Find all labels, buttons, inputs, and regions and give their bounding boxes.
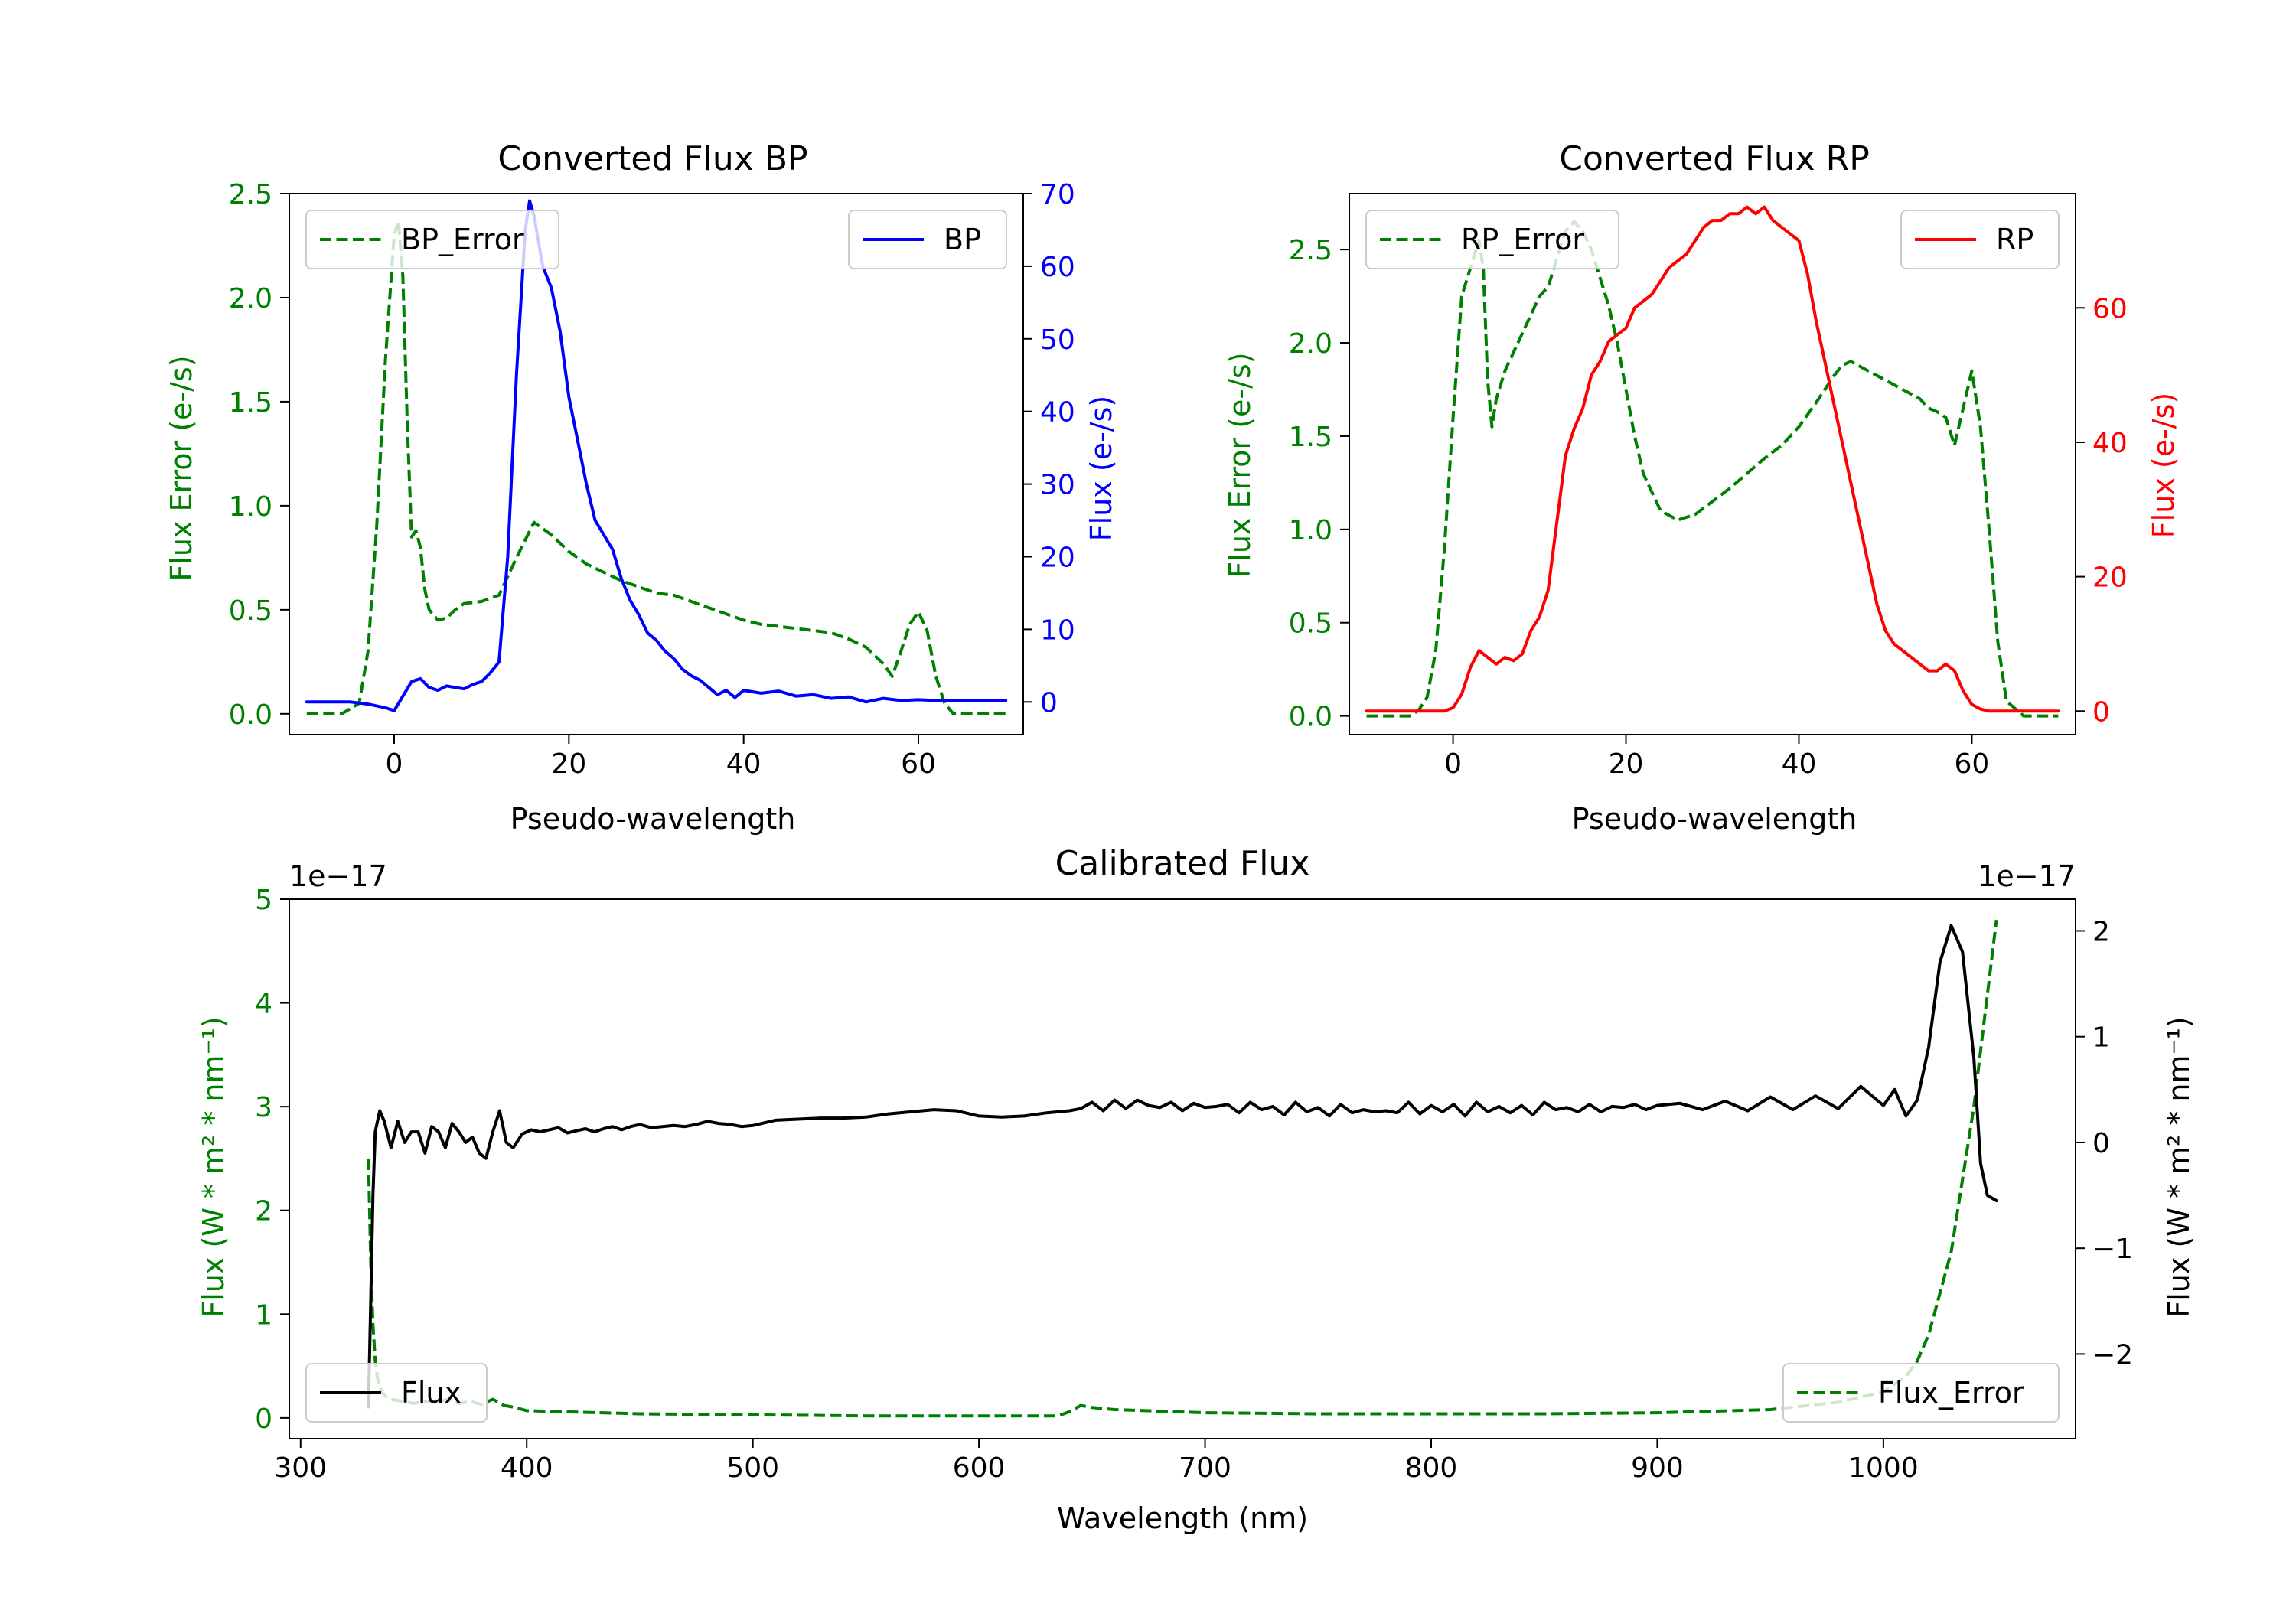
chart-calibrated-legend-box — [305, 1363, 488, 1423]
chart-calibrated-offset-right: 1e−17 — [1978, 859, 2076, 893]
chart-calibrated-title: Calibrated Flux — [1055, 844, 1310, 883]
chart-rp-legend-box — [1365, 210, 1619, 269]
chart-rp-xtick-label: 60 — [1955, 748, 1990, 780]
chart-bp-legend-label: BP_Error — [401, 223, 524, 256]
chart-calibrated-panel: Calibrated Flux Wavelength (nm) Flux (W … — [197, 844, 2196, 1535]
chart-bp-ytick-left-label: 0.5 — [229, 595, 272, 627]
chart-rp-ytick-left-label: 0.5 — [1289, 608, 1332, 640]
chart-bp-legend-box — [848, 210, 1007, 269]
chart-calibrated-xtick-label: 700 — [1179, 1452, 1231, 1484]
chart-calibrated-legend-label: Flux_Error — [1878, 1376, 2024, 1410]
chart-bp-title: Converted Flux BP — [497, 139, 807, 178]
chart-bp-ytick-left-label: 1.5 — [229, 387, 272, 419]
chart-bp-panel: Converted Flux BP Pseudo-wavelength Flux… — [165, 139, 1118, 836]
chart-rp-ytick-left-label: 1.0 — [1289, 515, 1332, 546]
chart-rp-xtick-label: 20 — [1609, 748, 1644, 780]
chart-calibrated-xtick-label: 900 — [1631, 1452, 1684, 1484]
chart-calibrated-plot-frame — [289, 898, 2076, 1439]
chart-bp-ylabel-left: Flux Error (e-/s) — [165, 355, 198, 581]
chart-rp-legend-label: RP_Error — [1461, 223, 1584, 256]
chart-calibrated-ytick-left-label: 1 — [255, 1299, 272, 1331]
chart-bp-plot-frame — [289, 193, 1024, 735]
chart-rp-ytick-left-label: 2.5 — [1289, 235, 1332, 266]
chart-rp-xtick-label: 0 — [1444, 748, 1462, 780]
chart-rp-plot-frame — [1349, 193, 2076, 735]
chart-calibrated-ytick-left-label: 5 — [255, 885, 272, 916]
chart-bp-xtick-label: 20 — [551, 748, 586, 780]
chart-bp-ytick-right-label: 10 — [1040, 614, 1075, 646]
chart-bp-xtick-label: 40 — [726, 748, 762, 780]
chart-calibrated-ylabel-left: Flux (W * m² * nm⁻¹) — [197, 1016, 230, 1317]
chart-bp-ytick-right-label: 40 — [1040, 397, 1075, 429]
chart-rp-ytick-right-label: 60 — [2092, 293, 2128, 324]
chart-bp-series-bp-error — [306, 219, 1006, 715]
chart-rp-xtick-label: 40 — [1782, 748, 1817, 780]
chart-rp-ytick-right-label: 20 — [2092, 562, 2128, 594]
chart-calibrated-ytick-right-label: 2 — [2092, 916, 2110, 947]
chart-rp-ylabel-right: Flux (e-/s) — [2147, 393, 2180, 538]
chart-rp-xlabel: Pseudo-wavelength — [1572, 802, 1857, 836]
chart-calibrated-ytick-left-label: 0 — [255, 1403, 272, 1435]
chart-rp-ytick-left-label: 0.0 — [1289, 702, 1332, 733]
chart-calibrated-ytick-left-label: 4 — [255, 989, 272, 1020]
chart-calibrated-offset-left: 1e−17 — [289, 859, 387, 893]
chart-calibrated-xlabel: Wavelength (nm) — [1057, 1501, 1308, 1535]
chart-calibrated-xtick-label: 500 — [726, 1452, 779, 1484]
chart-calibrated-ytick-right-label: −1 — [2092, 1234, 2133, 1265]
chart-calibrated-ytick-left-label: 2 — [255, 1196, 272, 1227]
chart-calibrated-legend-label: Flux — [401, 1376, 461, 1410]
chart-rp-title: Converted Flux RP — [1559, 139, 1870, 178]
chart-calibrated-ytick-left-label: 3 — [255, 1092, 272, 1123]
chart-rp-legend-label: RP — [1996, 223, 2033, 256]
chart-bp-ytick-right-label: 50 — [1040, 324, 1075, 356]
chart-bp-ytick-right-label: 30 — [1040, 470, 1075, 501]
chart-rp-panel: Converted Flux RP Pseudo-wavelength Flux… — [1223, 139, 2180, 836]
chart-calibrated-xtick-label: 600 — [953, 1452, 1006, 1484]
chart-calibrated-legend-box — [1782, 1363, 2060, 1423]
chart-rp-ytick-left-label: 2.0 — [1289, 328, 1332, 360]
chart-bp-legend-label: BP — [944, 223, 981, 256]
chart-bp-ytick-left-label: 2.5 — [229, 179, 272, 210]
chart-calibrated-series-flux — [367, 924, 1998, 1409]
chart-bp-ytick-right-label: 60 — [1040, 252, 1075, 283]
chart-calibrated-xtick-label: 400 — [501, 1452, 553, 1484]
chart-bp-ytick-right-label: 20 — [1040, 542, 1075, 573]
chart-calibrated-ytick-right-label: −2 — [2092, 1339, 2133, 1371]
chart-bp-ytick-left-label: 0.0 — [229, 699, 272, 731]
chart-calibrated-ylabel-right: Flux (W * m² * nm⁻¹) — [2162, 1016, 2196, 1317]
chart-bp-ylabel-right: Flux (e-/s) — [1084, 396, 1118, 541]
chart-bp-ytick-left-label: 2.0 — [229, 283, 272, 315]
chart-calibrated-xtick-label: 300 — [274, 1452, 327, 1484]
chart-bp-xtick-label: 60 — [901, 748, 936, 780]
chart-bp-xlabel: Pseudo-wavelength — [510, 802, 796, 836]
chart-calibrated-ytick-right-label: 1 — [2092, 1022, 2110, 1054]
chart-rp-ytick-right-label: 0 — [2092, 696, 2110, 728]
chart-bp-ytick-right-label: 70 — [1040, 179, 1075, 210]
chart-bp-ytick-left-label: 1.0 — [229, 491, 272, 523]
chart-calibrated-xtick-label: 800 — [1405, 1452, 1458, 1484]
chart-calibrated-xtick-label: 1000 — [1848, 1452, 1919, 1484]
chart-calibrated-ytick-right-label: 0 — [2092, 1128, 2110, 1159]
chart-rp-legend-box — [1900, 210, 2060, 269]
chart-bp-xtick-label: 0 — [386, 748, 403, 780]
chart-bp-ytick-right-label: 0 — [1040, 687, 1058, 719]
chart-rp-ylabel-left: Flux Error (e-/s) — [1223, 352, 1257, 578]
chart-bp-series-bp — [305, 199, 1008, 712]
chart-rp-ytick-left-label: 1.5 — [1289, 422, 1332, 453]
chart-rp-series-rp — [1365, 205, 2060, 713]
chart-rp-ytick-right-label: 40 — [2092, 428, 2128, 459]
chart-bp-legend-box — [305, 210, 559, 269]
